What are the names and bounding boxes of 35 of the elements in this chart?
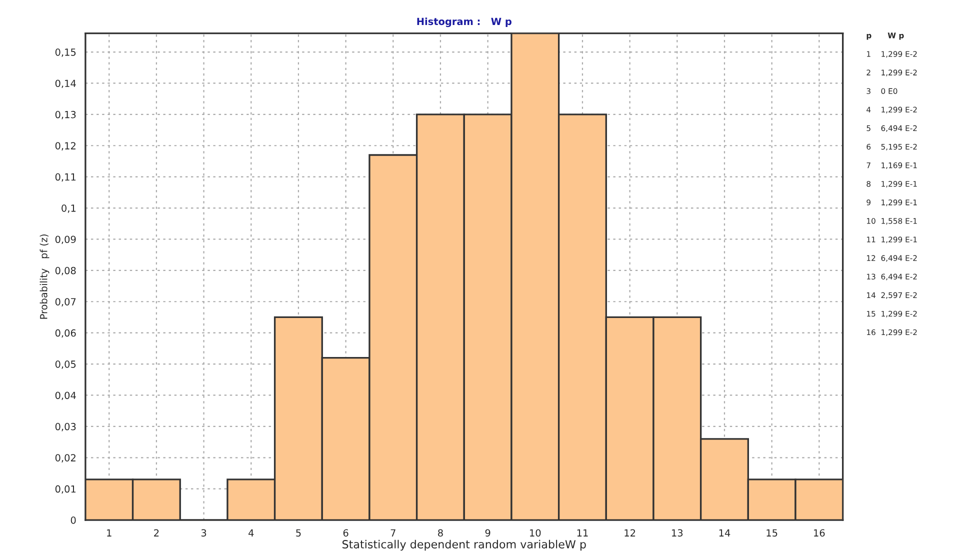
- x-tick-label: 9: [485, 529, 490, 537]
- x-tick-label: 11: [577, 529, 588, 536]
- x-tick-label: 12: [624, 529, 636, 536]
- y-tick-label: 0,04: [55, 392, 76, 400]
- x-tick-label: 13: [672, 529, 683, 537]
- y-tick-label: 0,12: [55, 142, 76, 150]
- y-tick-label: 0: [70, 516, 76, 524]
- x-tick-label: 5: [296, 529, 301, 537]
- y-tick-label: 0,03: [55, 422, 76, 432]
- y-tick-label: 0,15: [55, 48, 76, 57]
- x-tick-label: 8: [438, 529, 443, 537]
- x-tick-label: 2: [154, 529, 159, 536]
- x-axis-title: Statistically dependent random variableW p: [342, 540, 586, 551]
- y-tick-label: 0,05: [55, 360, 76, 369]
- x-tick-label: 7: [390, 529, 396, 536]
- y-tick-label: 0,14: [55, 80, 76, 88]
- y-tick-label: 0,07: [55, 298, 76, 306]
- y-tick-label: 0,11: [55, 173, 76, 182]
- x-tick-label: 15: [766, 529, 778, 537]
- y-tick-label: 0,1: [62, 204, 76, 213]
- x-tick-label: 1: [107, 529, 112, 536]
- y-tick-label: 0,13: [55, 110, 76, 120]
- y-tick-label: 0,06: [55, 329, 76, 338]
- x-tick-label: 10: [530, 529, 541, 537]
- x-tick-label: 16: [814, 529, 825, 537]
- y-tick-label: 0,02: [55, 454, 76, 462]
- x-tick-label: 4: [248, 529, 254, 536]
- chart-title: Histogram : W p: [417, 18, 512, 28]
- y-tick-label: 0,01: [55, 485, 76, 494]
- y-tick-label: 0,08: [55, 266, 76, 276]
- y-tick-label: 0,09: [55, 236, 76, 244]
- y-axis-title: Probability pf (z): [40, 234, 50, 319]
- x-tick-label: 14: [719, 529, 730, 536]
- x-tick-label: 3: [201, 529, 206, 537]
- x-tick-label: 6: [343, 529, 348, 537]
